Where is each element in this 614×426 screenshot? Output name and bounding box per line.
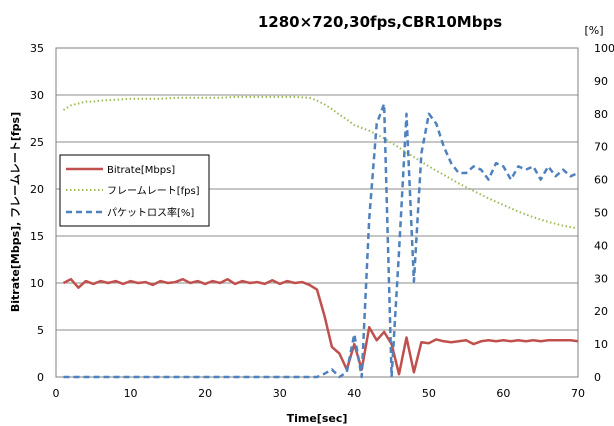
chart-title: 1280×720,30fps,CBR10Mbps bbox=[258, 13, 502, 31]
x-tick-label: 0 bbox=[53, 387, 60, 400]
series-lines bbox=[64, 97, 579, 377]
y2-tick-label: 70 bbox=[594, 141, 608, 154]
series-line-packetloss bbox=[64, 104, 579, 377]
x-tick-label: 30 bbox=[273, 387, 287, 400]
y2-tick-label: 60 bbox=[594, 174, 608, 187]
y-tick-label: 10 bbox=[30, 277, 44, 290]
x-tick-label: 70 bbox=[571, 387, 585, 400]
y2-tick-label: 80 bbox=[594, 108, 608, 121]
x-tick-label: 20 bbox=[198, 387, 212, 400]
y2-tick-label: 20 bbox=[594, 305, 608, 318]
y2-tick-label: 10 bbox=[594, 338, 608, 351]
y-tick-label: 30 bbox=[30, 89, 44, 102]
x-tick-label: 10 bbox=[124, 387, 138, 400]
y2-tick-label: 90 bbox=[594, 75, 608, 88]
right-axis-ticks: 0 10 20 30 40 50 60 70 80 90 100 bbox=[594, 42, 614, 384]
y-tick-label: 5 bbox=[37, 324, 44, 337]
y-tick-label: 25 bbox=[30, 136, 44, 149]
legend: Bitrate[Mbps] フレームレート[fps] パケットロス率[%] bbox=[60, 155, 209, 226]
y2-tick-label: 100 bbox=[594, 42, 614, 55]
y2-tick-label: 40 bbox=[594, 239, 608, 252]
y2-tick-label: 0 bbox=[594, 371, 601, 384]
y-axis-label: Bitrate[Mbps], フレームレート[fps] bbox=[9, 112, 22, 312]
x-tick-label: 50 bbox=[422, 387, 436, 400]
y-tick-label: 15 bbox=[30, 230, 44, 243]
legend-label-bitrate: Bitrate[Mbps] bbox=[107, 165, 175, 176]
x-tick-label: 60 bbox=[496, 387, 510, 400]
left-axis-ticks: 0 5 10 15 20 25 30 35 bbox=[30, 42, 44, 384]
x-axis-label: Time[sec] bbox=[287, 412, 348, 425]
legend-label-framerate: フレームレート[fps] bbox=[107, 185, 200, 197]
x-tick-label: 40 bbox=[347, 387, 361, 400]
y2-tick-label: 50 bbox=[594, 207, 608, 220]
y-tick-label: 20 bbox=[30, 183, 44, 196]
y-tick-label: 0 bbox=[37, 371, 44, 384]
series-line-bitrate bbox=[64, 279, 579, 374]
y2-tick-label: 30 bbox=[594, 272, 608, 285]
y-tick-label: 35 bbox=[30, 42, 44, 55]
legend-label-packetloss: パケットロス率[%] bbox=[107, 206, 194, 219]
x-axis-ticks: 0 10 20 30 40 50 60 70 bbox=[53, 387, 586, 400]
y2-axis-label: [%] bbox=[584, 24, 603, 37]
